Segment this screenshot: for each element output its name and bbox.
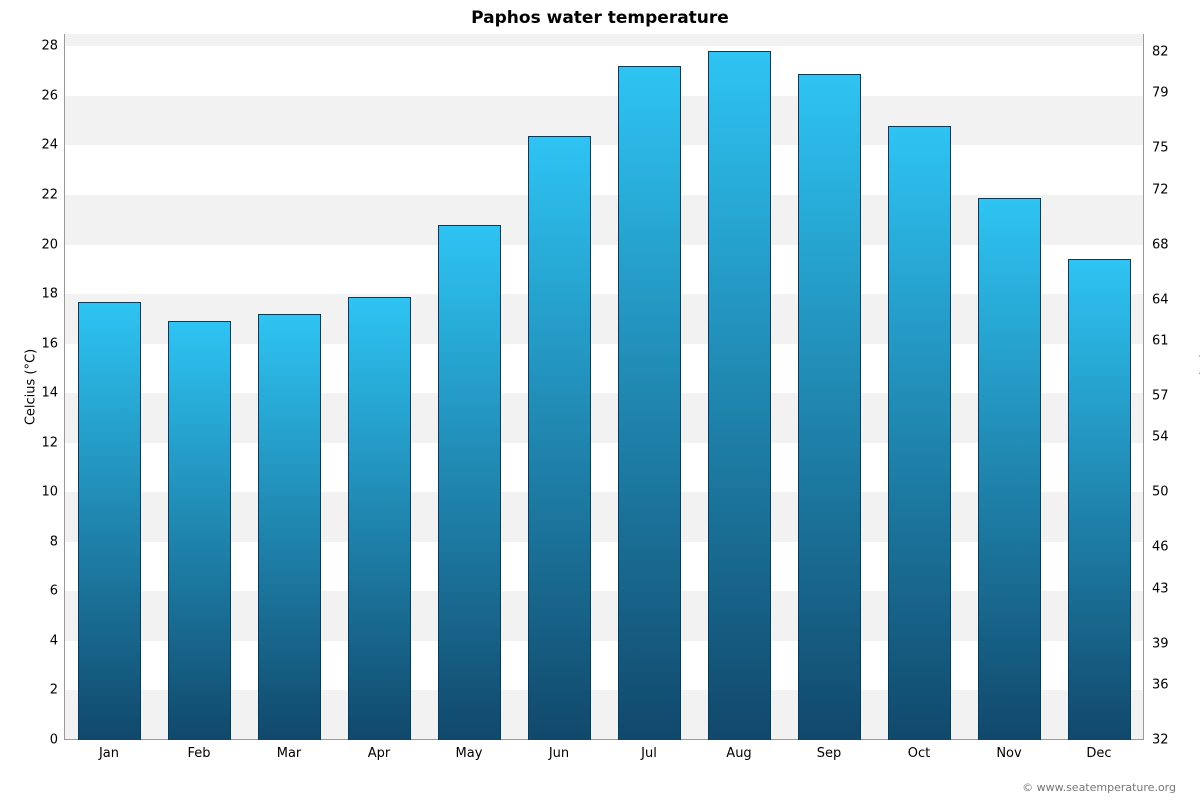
y-left-tick-label: 8 — [18, 534, 58, 549]
y-left-tick-label: 24 — [18, 138, 58, 153]
y-left-tick-label: 12 — [18, 435, 58, 450]
y-right-tick-label: 79 — [1152, 86, 1169, 101]
y-left-tick-label: 4 — [18, 633, 58, 648]
bar-mar — [258, 314, 321, 740]
axis-line-right — [1143, 34, 1144, 740]
bar-nov — [978, 198, 1041, 741]
y-left-tick-label: 2 — [18, 683, 58, 698]
bar-oct — [888, 126, 951, 740]
y-left-tick-label: 28 — [18, 39, 58, 54]
x-tick-label: Nov — [996, 746, 1021, 761]
y-right-tick-label: 50 — [1152, 485, 1169, 500]
x-tick-label: Jul — [641, 746, 657, 761]
bar-jun — [528, 136, 591, 740]
x-tick-label: Apr — [368, 746, 391, 761]
y-right-tick-label: 75 — [1152, 141, 1169, 156]
y-right-tick-label: 46 — [1152, 540, 1169, 555]
x-tick-label: May — [456, 746, 483, 761]
y-right-tick-label: 72 — [1152, 182, 1169, 197]
y-right-tick-label: 68 — [1152, 237, 1169, 252]
x-tick-label: Oct — [908, 746, 930, 761]
y-right-tick-label: 39 — [1152, 636, 1169, 651]
x-tick-label: Jun — [549, 746, 569, 761]
bar-sep — [798, 74, 861, 740]
chart-container: Paphos water temperature Celcius (°C) Fa… — [0, 0, 1200, 800]
x-tick-label: Dec — [1086, 746, 1111, 761]
y-right-tick-label: 64 — [1152, 292, 1169, 307]
y-left-tick-label: 0 — [18, 733, 58, 748]
y-right-tick-label: 57 — [1152, 388, 1169, 403]
chart-title: Paphos water temperature — [0, 8, 1200, 28]
y-right-tick-label: 32 — [1152, 733, 1169, 748]
bar-may — [438, 225, 501, 740]
grid-band — [64, 46, 1144, 96]
x-tick-label: Sep — [817, 746, 842, 761]
y-left-tick-label: 10 — [18, 485, 58, 500]
grid-band — [64, 145, 1144, 195]
grid-band — [64, 96, 1144, 146]
y-left-tick-label: 26 — [18, 88, 58, 103]
x-tick-label: Jan — [99, 746, 119, 761]
credit-text: © www.seatemperature.org — [1022, 781, 1176, 794]
grid-band — [64, 34, 1144, 46]
y-right-tick-label: 82 — [1152, 44, 1169, 59]
y-right-tick-label: 61 — [1152, 333, 1169, 348]
bar-aug — [708, 51, 771, 740]
x-tick-label: Mar — [277, 746, 302, 761]
plot-area — [64, 34, 1144, 740]
y-left-tick-label: 20 — [18, 237, 58, 252]
bar-dec — [1068, 259, 1131, 740]
y-left-tick-label: 22 — [18, 188, 58, 203]
x-tick-label: Aug — [726, 746, 751, 761]
y-right-tick-label: 54 — [1152, 430, 1169, 445]
y-left-tick-label: 16 — [18, 336, 58, 351]
bar-apr — [348, 297, 411, 740]
y-right-tick-label: 43 — [1152, 581, 1169, 596]
y-left-tick-label: 18 — [18, 287, 58, 302]
y-left-tick-label: 6 — [18, 584, 58, 599]
bar-feb — [168, 321, 231, 740]
bar-jan — [78, 302, 141, 740]
axis-line-left — [64, 34, 65, 740]
y-left-tick-label: 14 — [18, 386, 58, 401]
x-tick-label: Feb — [187, 746, 210, 761]
bar-jul — [618, 66, 681, 740]
y-right-tick-label: 36 — [1152, 677, 1169, 692]
